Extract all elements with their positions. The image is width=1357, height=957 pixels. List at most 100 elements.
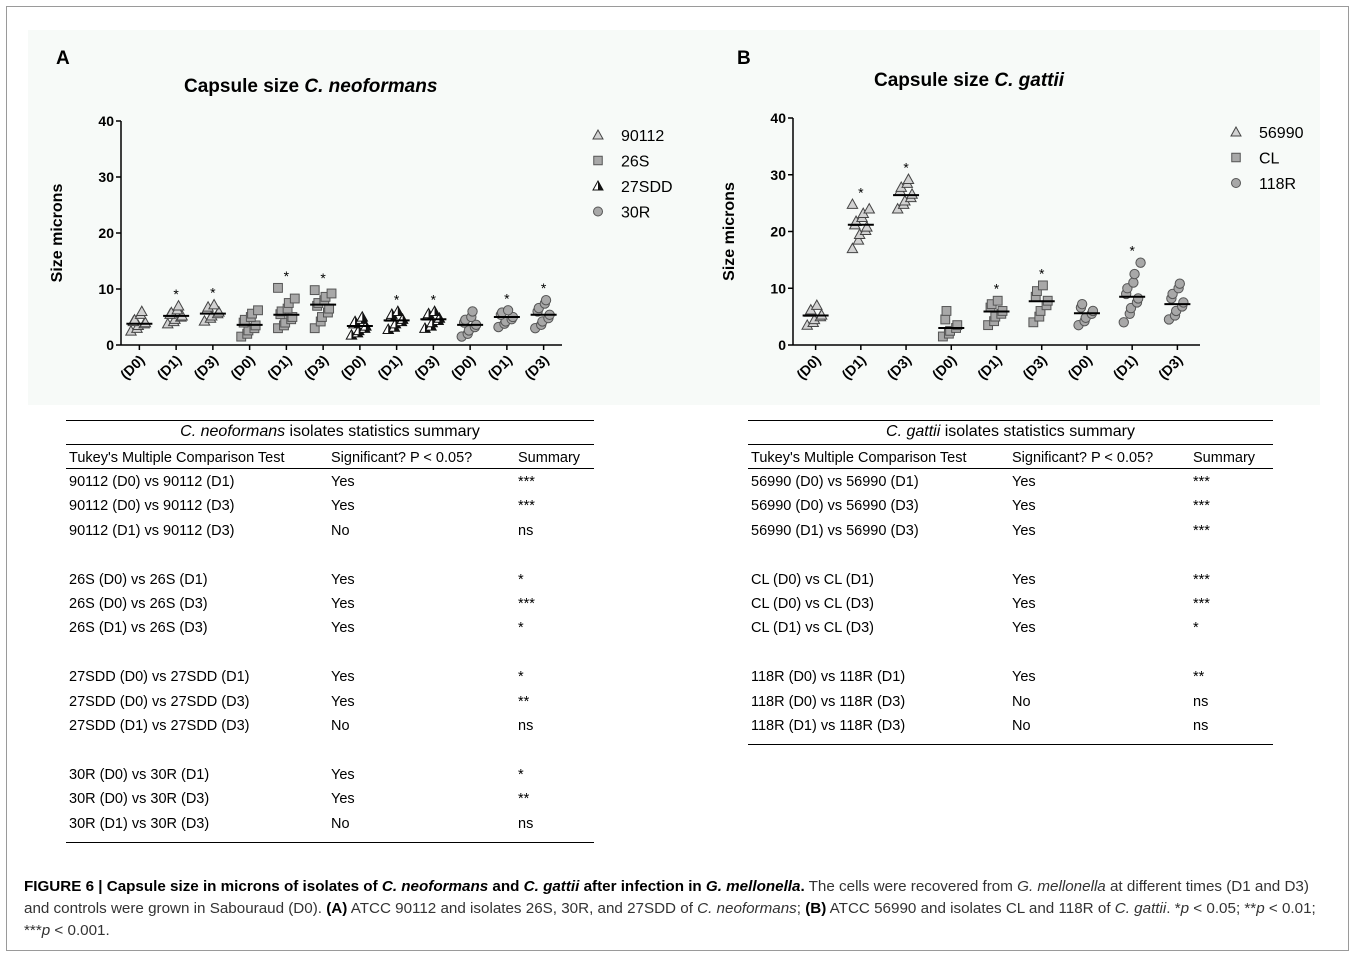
y-tick-label: 20 — [770, 224, 786, 240]
table-a-cell: 90112 (D0) vs 90112 (D3) — [69, 498, 235, 515]
x-tick-label: (D3) — [1155, 352, 1186, 383]
table-a-cell: Yes — [331, 791, 355, 808]
legend-marker — [593, 206, 603, 217]
table-a-cell: *** — [518, 498, 535, 515]
data-point — [428, 305, 441, 317]
table-a-caption-species: C. neoformans — [180, 423, 286, 440]
table-a-cell: *** — [518, 596, 535, 612]
table-b-cell: CL (D0) vs CL (D3) — [751, 596, 874, 612]
figure-caption: FIGURE 6 | Capsule size in microns of is… — [24, 876, 1336, 942]
data-point — [846, 242, 859, 254]
table-a-cell: *** — [518, 474, 535, 490]
table-b-cell: 56990 (D0) vs 56990 (D3) — [751, 498, 919, 515]
caption-p: p — [1180, 900, 1190, 917]
caption-text: and — [488, 878, 524, 895]
panel-a-letter: A — [56, 48, 70, 69]
data-point — [846, 198, 859, 209]
table-a-cell: 90112 (D0) vs 90112 (D1) — [69, 474, 235, 490]
legend-label: 118R — [1259, 176, 1296, 193]
data-point — [309, 323, 320, 334]
table-b-cell: 118R (D0) vs 118R (D1) — [751, 669, 906, 686]
data-point — [952, 320, 963, 331]
data-point — [815, 308, 828, 320]
legend-marker — [1231, 152, 1241, 163]
y-tick-label: 20 — [98, 225, 114, 241]
x-tick-label: (D1) — [838, 352, 869, 383]
significance-mark: * — [320, 270, 326, 286]
data-point — [1038, 280, 1048, 291]
legend-marker — [593, 155, 603, 166]
legend-label: 90112 — [621, 128, 664, 145]
table-b-cell: 118R (D0) vs 118R (D3) — [751, 693, 906, 710]
table-a-cell: 27SDD (D0) vs 27SDD (D1) — [69, 669, 250, 686]
panel-b-letter: B — [737, 48, 751, 69]
y-axis-label: Size microns — [49, 184, 66, 283]
data-point — [1087, 305, 1099, 317]
legend-marker — [1231, 178, 1241, 188]
caption-species: G. mellonella — [1017, 878, 1106, 895]
table-a-cell: ns — [518, 718, 534, 734]
data-point — [289, 293, 300, 304]
y-tick-label: 10 — [770, 280, 786, 296]
data-point — [1132, 293, 1144, 304]
table-a-cell: Yes — [331, 571, 355, 588]
data-point — [1028, 317, 1039, 328]
data-point — [1035, 306, 1046, 316]
table-a-cell: Yes — [331, 498, 355, 515]
data-point — [540, 295, 552, 306]
significance-mark: * — [1129, 243, 1135, 259]
table-a-cell: Yes — [331, 596, 355, 612]
data-point — [860, 220, 873, 232]
x-tick-label: (D1) — [1110, 352, 1141, 383]
table-a-bottom-rule — [66, 842, 594, 843]
table-b-cell: CL (D0) vs CL (D1) — [751, 571, 874, 588]
legend-marker — [592, 128, 604, 140]
table-a-top-rule — [66, 420, 594, 421]
y-tick-label: 40 — [98, 113, 114, 129]
table-a-cell: * — [518, 620, 524, 637]
table-a-caption-text: isolates statistics summary — [285, 423, 480, 440]
table-b-caption-text: isolates statistics summary — [940, 423, 1135, 440]
x-tick-label: (D0) — [1064, 352, 1095, 383]
caption-text: < 0.001. — [50, 922, 110, 939]
x-tick-label: (D0) — [793, 352, 824, 383]
caption-text: at different times (D1 and D3) and contr… — [24, 878, 1309, 917]
y-tick-label: 0 — [106, 337, 114, 353]
table-a-cell: 27SDD (D1) vs 27SDD (D3) — [69, 718, 250, 734]
data-point — [940, 314, 951, 325]
panel-a-title: Capsule size C. neoformans — [184, 76, 437, 98]
table-b-cell: 56990 (D1) vs 56990 (D3) — [751, 522, 919, 539]
data-point — [253, 305, 263, 316]
table-a-caption: C. neoformans isolates statistics summar… — [66, 423, 594, 441]
legend-label: 56990 — [1259, 125, 1304, 142]
data-point — [208, 298, 221, 310]
table-a-cell: 27SDD (D0) vs 27SDD (D3) — [69, 693, 250, 710]
data-point — [1178, 297, 1189, 308]
table-b-cell: ns — [1193, 693, 1209, 710]
significance-mark: * — [858, 184, 864, 200]
table-b-cell: CL (D1) vs CL (D3) — [751, 620, 874, 637]
table-a-cell: ns — [518, 815, 534, 832]
significance-mark: * — [504, 290, 510, 306]
table-b-caption: C. gattii isolates statistics summary — [748, 423, 1273, 441]
table-b-cell: *** — [1193, 474, 1210, 490]
table-a-cell: * — [518, 766, 524, 783]
table-a-cell: Yes — [331, 474, 355, 490]
table-a-cell: ** — [518, 693, 530, 710]
legend-label: 26S — [621, 154, 649, 171]
table-b-column-header: Summary — [1193, 450, 1256, 466]
x-tick-label: (D1) — [974, 352, 1005, 383]
table-b-column-header: Tukey's Multiple Comparison Test — [751, 450, 967, 466]
table-a-cell: 26S (D0) vs 26S (D3) — [69, 596, 208, 612]
table-b-cell: Yes — [1012, 596, 1036, 612]
panel-b-title-species: C. gattii — [994, 70, 1065, 91]
table-b-cell: *** — [1193, 498, 1210, 515]
data-point — [992, 295, 1003, 306]
y-tick-label: 0 — [778, 337, 786, 353]
legend-marker — [592, 179, 604, 191]
table-a-cell: Yes — [331, 693, 355, 710]
table-b-cell: *** — [1193, 571, 1210, 588]
table-a-cell: 26S (D1) vs 26S (D3) — [69, 620, 208, 637]
data-point — [810, 299, 823, 310]
table-b-cell: ** — [1193, 669, 1205, 686]
